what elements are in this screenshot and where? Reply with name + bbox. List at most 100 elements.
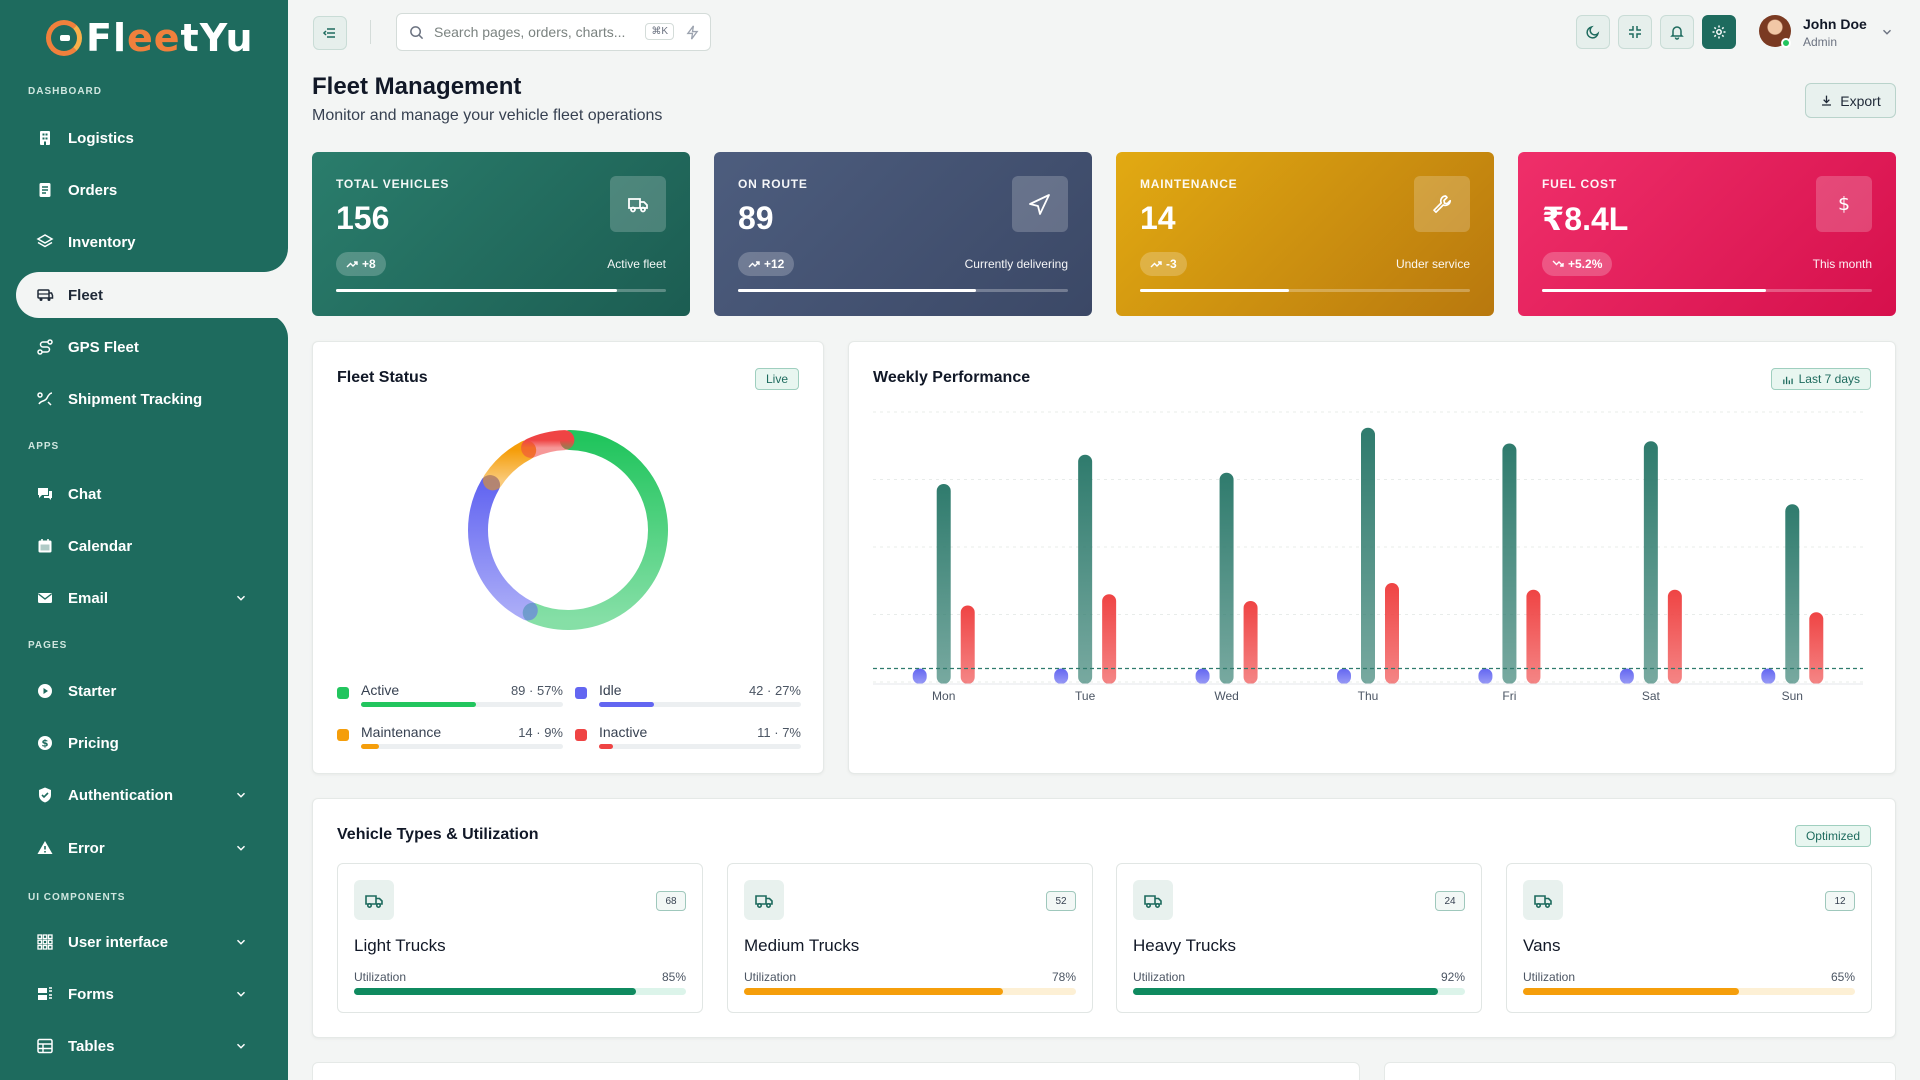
sidebar-item-user-interface[interactable]: User interface — [16, 919, 272, 965]
fleet-status-panel: Fleet Status Live Active 89 · 57% Idle 42 ·… — [312, 341, 824, 774]
stat-label: TOTAL VEHICLES — [336, 177, 450, 191]
stat-card-on-route[interactable]: ON ROUTE 89 +12 Currently delivering — [714, 152, 1092, 316]
bar-sat-2[interactable] — [1667, 589, 1682, 684]
bar-thu-0[interactable] — [1337, 668, 1351, 685]
legend-track-idle — [599, 702, 801, 707]
donut-segment-active[interactable] — [522, 430, 668, 630]
period-badge[interactable]: Last 7 days — [1770, 368, 1871, 390]
bar-tue-0[interactable] — [1054, 668, 1069, 685]
stat-card-fuel-cost[interactable]: FUEL COST ₹8.4L $ +5.2% This month — [1518, 152, 1896, 316]
stat-change-chip: -3 — [1140, 252, 1187, 276]
bar-fri-1[interactable] — [1502, 443, 1517, 685]
bar-sun-0[interactable] — [1761, 668, 1776, 685]
donut-segment-inactive[interactable] — [521, 430, 575, 458]
bar-sun-2[interactable] — [1809, 612, 1824, 684]
vehicle-card-medium-trucks[interactable]: 52 Medium Trucks Utilization 78% — [727, 863, 1093, 1013]
bottom-panel-right — [1384, 1062, 1896, 1080]
sidebar-item-shipment-tracking[interactable]: Shipment Tracking — [16, 376, 272, 422]
sidebar-item-authentication[interactable]: Authentication — [16, 772, 272, 818]
search-bar[interactable]: ⌘K — [396, 13, 711, 51]
sidebar-item-gps-fleet[interactable]: GPS Fleet — [16, 324, 272, 370]
bar-wed-1[interactable] — [1219, 472, 1234, 684]
vehicle-type-name: Light Trucks — [354, 936, 446, 955]
sidebar-item-label: Email — [68, 589, 109, 607]
sidebar-item-label: Orders — [68, 181, 118, 199]
topbar-divider — [370, 20, 371, 44]
calendar-icon — [36, 537, 54, 555]
trend-up-icon — [1150, 261, 1162, 268]
bar-sun-1[interactable] — [1785, 504, 1800, 684]
theme-toggle-button[interactable] — [1576, 15, 1610, 49]
dollar-icon: $ — [1816, 176, 1872, 232]
chevron-down-icon — [236, 792, 246, 798]
dollar-icon: $ — [36, 734, 54, 752]
fullscreen-button[interactable] — [1618, 15, 1652, 49]
logo[interactable]: FleetYu — [46, 14, 254, 62]
sidebar-item-inventory[interactable]: Inventory — [16, 219, 272, 265]
stat-note: Currently delivering — [964, 257, 1068, 271]
sidebar-item-email[interactable]: Email — [16, 575, 272, 621]
stat-progress-fill — [336, 289, 617, 292]
sidebar-item-fleet[interactable]: Fleet — [16, 272, 288, 318]
sidebar-toggle-button[interactable] — [313, 16, 347, 50]
vehicle-card-light-trucks[interactable]: 68 Light Trucks Utilization 85% — [337, 863, 703, 1013]
donut-segment-maintenance[interactable] — [482, 440, 537, 491]
bar-mon-0[interactable] — [912, 668, 927, 685]
bar-fri-2[interactable] — [1526, 589, 1541, 684]
sidebar-item-chat[interactable]: Chat — [16, 471, 272, 517]
truck-icon — [354, 880, 394, 920]
x-tick-label: Tue — [1075, 689, 1096, 703]
user-name[interactable]: John Doe — [1803, 16, 1867, 32]
stat-value: 14 — [1140, 200, 1176, 236]
trend-down-icon — [1552, 260, 1564, 267]
vehicle-card-heavy-trucks[interactable]: 24 Heavy Trucks Utilization 92% — [1116, 863, 1482, 1013]
legend-fill-active — [361, 702, 477, 707]
bar-wed-2[interactable] — [1243, 601, 1258, 684]
sidebar-item-starter[interactable]: Starter — [16, 668, 272, 714]
sidebar-item-logistics[interactable]: Logistics — [16, 115, 272, 161]
settings-button[interactable] — [1702, 15, 1736, 49]
vehicle-card-vans[interactable]: 12 Vans Utilization 65% — [1506, 863, 1872, 1013]
sidebar-item-orders[interactable]: Orders — [16, 167, 272, 213]
sidebar-item-pricing[interactable]: $ Pricing — [16, 720, 272, 766]
sidebar-item-tables[interactable]: Tables — [16, 1023, 272, 1069]
online-status-dot — [1781, 38, 1791, 48]
bar-sat-1[interactable] — [1643, 441, 1658, 684]
bar-sat-0[interactable] — [1619, 668, 1634, 685]
notifications-button[interactable] — [1660, 15, 1694, 49]
bar-thu-1[interactable] — [1361, 427, 1375, 684]
bus-icon — [36, 286, 54, 304]
chevron-down-icon[interactable] — [1880, 25, 1894, 39]
stat-card-maintenance[interactable]: MAINTENANCE 14 -3 Under service — [1116, 152, 1494, 316]
sidebar-item-forms[interactable]: Forms — [16, 971, 272, 1017]
sidebar-item-calendar[interactable]: Calendar — [16, 523, 272, 569]
stat-change-chip: +12 — [738, 252, 795, 276]
stat-progress-fill — [1140, 289, 1289, 292]
truck-icon — [610, 176, 666, 232]
bar-mon-1[interactable] — [936, 484, 951, 684]
chevron-down-icon — [236, 595, 246, 601]
bar-thu-2[interactable] — [1385, 583, 1399, 684]
legend-name-active: Active — [361, 682, 400, 698]
layers-icon — [36, 233, 54, 251]
bar-mon-2[interactable] — [960, 605, 975, 685]
bar-tue-2[interactable] — [1102, 594, 1117, 684]
bar-wed-0[interactable] — [1195, 668, 1210, 685]
fleet-status-title: Fleet Status — [337, 369, 428, 386]
search-input[interactable] — [434, 24, 634, 40]
mail-icon — [36, 589, 54, 607]
sidebar-item-error[interactable]: Error — [16, 825, 272, 871]
bar-fri-0[interactable] — [1478, 668, 1493, 685]
warning-icon — [36, 839, 54, 857]
stat-card-total-vehicles[interactable]: TOTAL VEHICLES 156 +8 Active fleet — [312, 152, 690, 316]
legend-value-maintenance: 14 · 9% — [518, 725, 563, 740]
sidebar-curve-bottom — [248, 314, 288, 354]
live-badge: Live — [754, 368, 799, 390]
bar-tue-1[interactable] — [1078, 454, 1093, 684]
donut-segment-idle[interactable] — [468, 474, 538, 621]
utilization-label: Utilization — [354, 970, 407, 984]
export-button[interactable]: Export — [1805, 83, 1896, 118]
stat-label: FUEL COST — [1542, 177, 1617, 191]
sidebar-item-label: Calendar — [68, 537, 133, 555]
utilization-label: Utilization — [744, 970, 797, 984]
